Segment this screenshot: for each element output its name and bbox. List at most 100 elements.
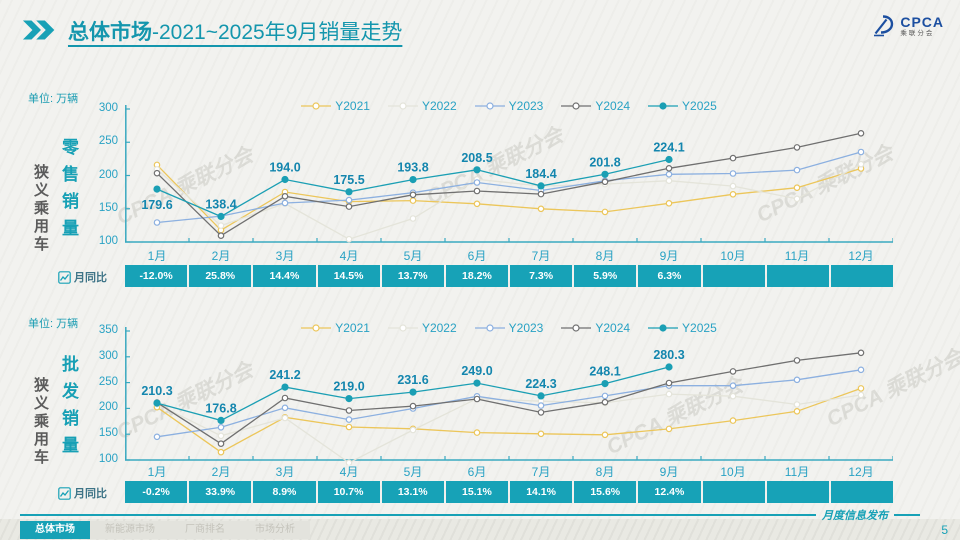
data-label: 175.5 bbox=[333, 173, 364, 187]
data-label: 184.4 bbox=[525, 167, 556, 181]
y-tick-label: 250 bbox=[98, 135, 118, 148]
release-note: 月度信息发布 bbox=[822, 510, 888, 522]
data-point bbox=[473, 187, 481, 195]
month-label: 3月 bbox=[275, 465, 295, 479]
data-point bbox=[409, 191, 417, 199]
legend-label: Y2025 bbox=[682, 321, 717, 335]
data-point bbox=[857, 160, 865, 168]
legend-label: Y2023 bbox=[508, 99, 544, 113]
footer-tab[interactable]: 总体市场 bbox=[20, 521, 90, 539]
legend-item-y2022: Y2022 bbox=[387, 99, 457, 113]
page-title-subtitle: -2021~2025年9月销量走势 bbox=[152, 21, 403, 44]
data-point bbox=[345, 394, 353, 403]
data-point bbox=[665, 155, 673, 164]
legend-item-y2021: Y2021 bbox=[301, 321, 370, 335]
data-point bbox=[217, 222, 225, 229]
series-line-y2022 bbox=[156, 163, 862, 240]
y-tick-label: 300 bbox=[98, 349, 118, 362]
data-point bbox=[537, 190, 545, 198]
cpca-swirl-icon bbox=[874, 15, 894, 37]
yoy-cell: 15.1% bbox=[445, 481, 508, 503]
legend-label: Y2025 bbox=[682, 99, 717, 113]
data-point bbox=[345, 407, 353, 414]
month-label: 12月 bbox=[848, 249, 874, 263]
data-point bbox=[729, 382, 737, 390]
yoy-cell: 18.2% bbox=[445, 265, 508, 287]
data-point bbox=[281, 193, 289, 200]
data-point bbox=[857, 385, 865, 392]
data-point bbox=[665, 177, 673, 185]
data-point bbox=[537, 430, 545, 438]
data-point bbox=[153, 219, 161, 226]
data-label: 248.1 bbox=[589, 365, 620, 379]
yoy-label: 月同比 bbox=[58, 485, 107, 501]
yoy-cell bbox=[830, 481, 893, 503]
legend-label: Y2024 bbox=[595, 321, 631, 335]
yoy-cell: 13.7% bbox=[381, 265, 444, 287]
data-point bbox=[473, 379, 481, 387]
month-label: 1月 bbox=[147, 465, 167, 479]
month-label: 6月 bbox=[467, 249, 487, 263]
month-label: 12月 bbox=[848, 465, 874, 479]
metric-label-retail: 零售销量 bbox=[59, 138, 78, 246]
legend-dot bbox=[399, 324, 407, 332]
data-point bbox=[857, 148, 865, 156]
month-label: 3月 bbox=[275, 249, 295, 263]
x-axis-labels: 1月 2月 3月 4月 5月 6月 7月 8月 9月 10月 11月 12月 bbox=[125, 247, 893, 264]
data-point bbox=[345, 203, 353, 210]
data-label: 138.4 bbox=[205, 198, 236, 212]
yoy-cell: 5.9% bbox=[574, 265, 637, 287]
footer-tab[interactable]: 新能源市场 bbox=[90, 521, 170, 539]
yoy-row: -12.0% 25.8% 14.4% 14.5% 13.7% 18.2% 7.3% 5.9% 6… bbox=[125, 265, 893, 287]
legend-item-y2023: Y2023 bbox=[474, 99, 544, 113]
data-point bbox=[409, 402, 417, 410]
chart-legend: Y2021 Y2022 Y2023 Y2024 Y2025 bbox=[125, 99, 893, 113]
legend-marker-y2021 bbox=[301, 102, 332, 110]
data-point bbox=[153, 169, 161, 177]
data-point bbox=[281, 414, 289, 422]
month-label: 1月 bbox=[147, 249, 167, 263]
page-title-section: 总体市场 bbox=[68, 21, 152, 44]
data-point bbox=[537, 392, 545, 400]
yoy-cell bbox=[702, 481, 765, 503]
footer-tab[interactable]: 市场分析 bbox=[240, 521, 310, 539]
y-tick-label: 250 bbox=[98, 375, 118, 388]
yoy-cell: -0.2% bbox=[125, 481, 188, 503]
data-point bbox=[857, 366, 865, 374]
data-point bbox=[473, 200, 481, 208]
data-point bbox=[857, 391, 865, 399]
data-label: 210.3 bbox=[141, 384, 172, 398]
series-line-y2024 bbox=[156, 352, 862, 445]
yoy-cell: 14.4% bbox=[253, 265, 316, 287]
month-label: 4月 bbox=[339, 465, 359, 479]
yoy-cell: 7.3% bbox=[510, 265, 573, 287]
data-label: 193.8 bbox=[397, 161, 428, 175]
legend-dot bbox=[659, 324, 667, 332]
month-label: 8月 bbox=[595, 465, 615, 479]
logo-subtext: 乘联分会 bbox=[900, 29, 935, 37]
legend-label: Y2022 bbox=[421, 321, 457, 335]
legend-marker-y2023 bbox=[474, 324, 505, 332]
data-point bbox=[601, 178, 609, 186]
yoy-cell: 6.3% bbox=[638, 265, 701, 287]
data-point bbox=[601, 398, 609, 406]
data-point bbox=[665, 164, 673, 172]
month-label: 10月 bbox=[720, 249, 746, 263]
data-point bbox=[601, 170, 609, 178]
data-point bbox=[217, 424, 225, 431]
footer-tab[interactable]: 厂商排名 bbox=[170, 521, 240, 539]
data-point bbox=[665, 425, 673, 433]
data-point bbox=[153, 399, 161, 407]
data-point bbox=[217, 232, 225, 240]
month-label: 10月 bbox=[720, 465, 746, 479]
data-point bbox=[601, 392, 609, 400]
data-point bbox=[729, 170, 737, 177]
month-label: 9月 bbox=[659, 249, 679, 263]
data-point bbox=[409, 197, 417, 204]
y-tick-label: 150 bbox=[98, 427, 118, 440]
legend-marker-y2023 bbox=[474, 102, 505, 110]
data-point bbox=[665, 171, 673, 178]
legend-dot bbox=[312, 102, 320, 110]
series-line-y2021 bbox=[156, 387, 862, 453]
